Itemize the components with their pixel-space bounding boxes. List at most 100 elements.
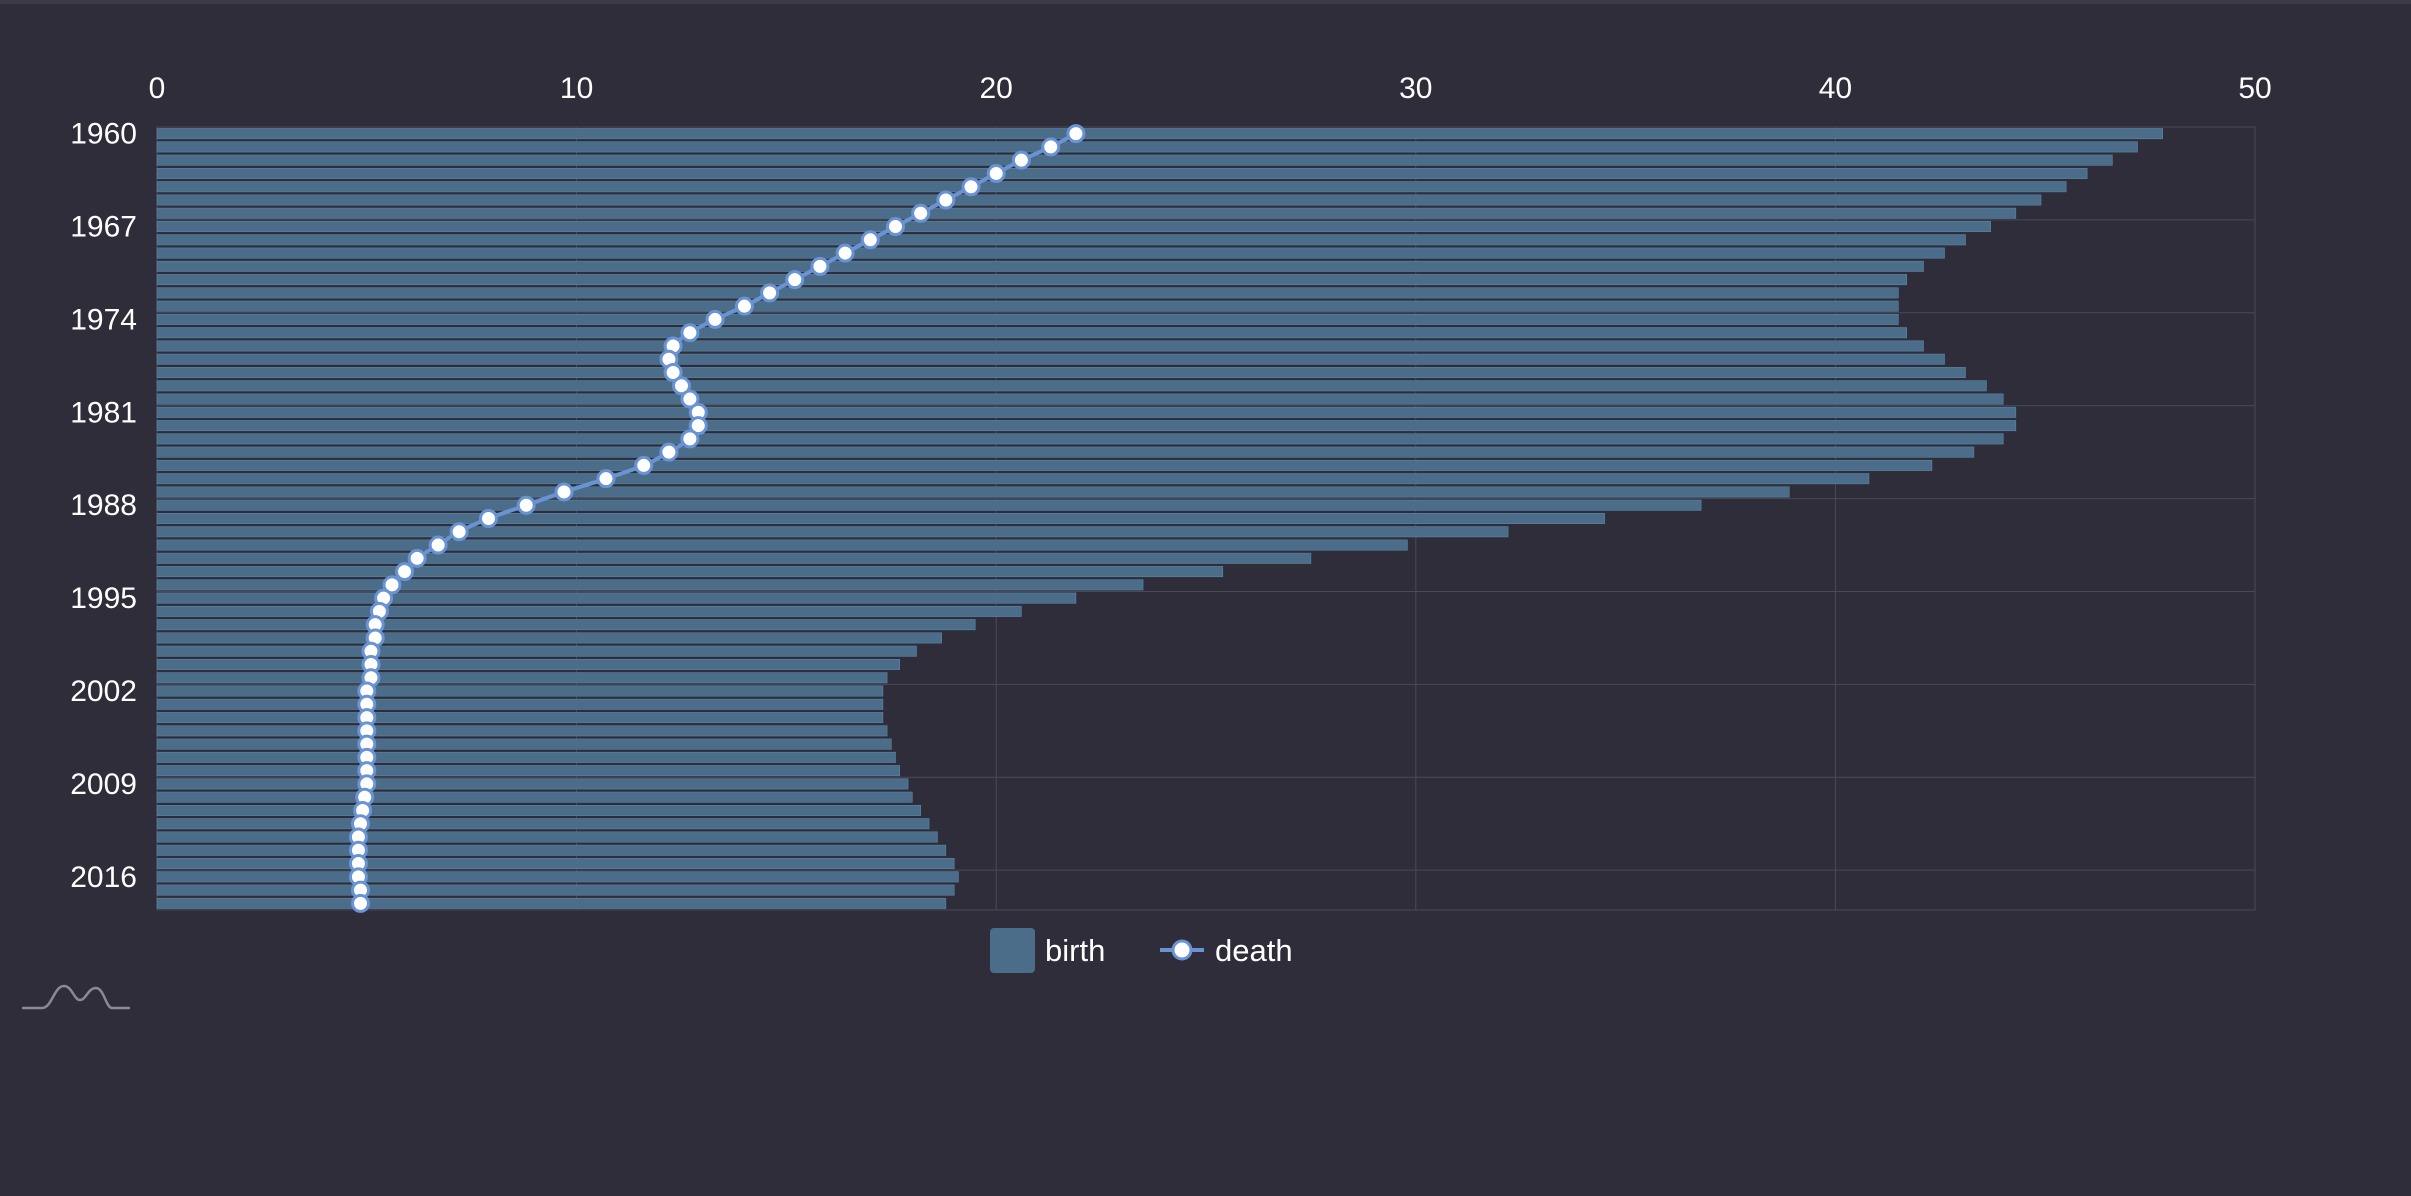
death-point[interactable] bbox=[688, 416, 708, 436]
birth-bar[interactable] bbox=[156, 486, 1790, 498]
birth-bar[interactable] bbox=[156, 260, 1924, 272]
birth-bar[interactable] bbox=[156, 831, 938, 843]
death-point[interactable] bbox=[596, 469, 616, 489]
birth-bar[interactable] bbox=[156, 167, 2088, 179]
death-point[interactable] bbox=[734, 296, 754, 316]
death-point[interactable] bbox=[810, 256, 830, 276]
birth-bar[interactable] bbox=[156, 393, 2004, 405]
birth-bar[interactable] bbox=[156, 645, 917, 657]
death-point[interactable] bbox=[382, 575, 402, 595]
birth-bar[interactable] bbox=[156, 194, 2042, 206]
birth-bar[interactable] bbox=[156, 897, 947, 909]
death-point[interactable] bbox=[760, 283, 780, 303]
birth-bar[interactable] bbox=[156, 778, 909, 790]
birth-bar[interactable] bbox=[156, 619, 976, 631]
birth-bar[interactable] bbox=[156, 738, 892, 750]
birth-bar[interactable] bbox=[156, 725, 888, 737]
death-point[interactable] bbox=[659, 442, 679, 462]
death-point[interactable] bbox=[516, 495, 536, 515]
birth-bar[interactable] bbox=[156, 207, 2017, 219]
birth-bar[interactable] bbox=[156, 327, 1908, 339]
birth-bar[interactable] bbox=[156, 552, 1312, 564]
birth-bar[interactable] bbox=[156, 154, 2113, 166]
birth-bar[interactable] bbox=[156, 513, 1605, 524]
death-point[interactable] bbox=[961, 177, 981, 197]
birth-bar[interactable] bbox=[156, 844, 947, 856]
birth-bar[interactable] bbox=[156, 234, 1966, 246]
death-point[interactable] bbox=[860, 230, 880, 250]
death-point[interactable] bbox=[478, 509, 498, 528]
birth-bar[interactable] bbox=[156, 579, 1144, 591]
birth-bar[interactable] bbox=[156, 446, 1975, 458]
birth-bar[interactable] bbox=[156, 605, 1022, 617]
legend-item-birth[interactable]: birth bbox=[990, 928, 1105, 973]
birth-bar[interactable] bbox=[156, 181, 2067, 193]
birth-bar[interactable] bbox=[156, 566, 1224, 578]
death-point[interactable] bbox=[986, 163, 1006, 183]
birth-bar[interactable] bbox=[156, 353, 1945, 365]
death-point[interactable] bbox=[407, 548, 427, 568]
death-point[interactable] bbox=[705, 309, 725, 329]
birth-bar[interactable] bbox=[156, 433, 2004, 445]
birth-bar[interactable] bbox=[156, 141, 2138, 153]
death-point[interactable] bbox=[395, 562, 415, 582]
y-tick-label: 1981 bbox=[70, 396, 137, 429]
birth-bar[interactable] bbox=[156, 287, 1899, 299]
birth-bar[interactable] bbox=[156, 672, 888, 684]
birth-bar[interactable] bbox=[156, 274, 1908, 286]
legend[interactable]: birth death bbox=[990, 928, 1293, 973]
x-axis-ticks: 0 10 20 30 40 50 bbox=[149, 72, 2272, 105]
death-point[interactable] bbox=[1041, 137, 1061, 157]
death-point[interactable] bbox=[885, 217, 905, 237]
birth-bar[interactable] bbox=[156, 473, 1870, 485]
birth-bar[interactable] bbox=[156, 712, 884, 724]
death-point[interactable] bbox=[663, 363, 683, 383]
minimap-wave-icon[interactable] bbox=[22, 984, 130, 1010]
birth-bar[interactable] bbox=[156, 420, 2017, 432]
birth-bar[interactable] bbox=[156, 380, 1987, 392]
birth-bar[interactable] bbox=[156, 751, 896, 763]
death-point[interactable] bbox=[1011, 150, 1031, 170]
birth-bar[interactable] bbox=[156, 300, 1899, 312]
birth-bar[interactable] bbox=[156, 659, 900, 670]
death-point[interactable] bbox=[351, 893, 371, 913]
birth-bar[interactable] bbox=[156, 858, 955, 870]
death-point[interactable] bbox=[936, 190, 956, 210]
birth-bar[interactable] bbox=[156, 765, 900, 777]
death-point[interactable] bbox=[554, 482, 574, 502]
death-point[interactable] bbox=[680, 429, 700, 449]
death-point[interactable] bbox=[428, 535, 448, 555]
death-point[interactable] bbox=[680, 389, 700, 409]
death-point[interactable] bbox=[634, 455, 654, 475]
birth-bar[interactable] bbox=[156, 313, 1899, 325]
birth-bar[interactable] bbox=[156, 499, 1702, 511]
birth-bar[interactable] bbox=[156, 367, 1966, 378]
birth-bar[interactable] bbox=[156, 247, 1945, 259]
birth-bar[interactable] bbox=[156, 128, 2163, 140]
birth-bar[interactable] bbox=[156, 406, 2017, 418]
birth-bar[interactable] bbox=[156, 340, 1924, 352]
death-point[interactable] bbox=[1066, 124, 1086, 144]
birth-bar[interactable] bbox=[156, 818, 930, 830]
birth-bar[interactable] bbox=[156, 221, 1991, 233]
birth-bar[interactable] bbox=[156, 871, 959, 883]
death-point[interactable] bbox=[785, 270, 805, 290]
death-point[interactable] bbox=[680, 323, 700, 343]
death-point[interactable] bbox=[449, 522, 469, 542]
birth-bars bbox=[156, 128, 2163, 909]
birth-bar[interactable] bbox=[156, 526, 1509, 538]
birth-bar[interactable] bbox=[156, 685, 884, 697]
birth-bar[interactable] bbox=[156, 592, 1077, 604]
death-point[interactable] bbox=[911, 203, 931, 223]
birth-bar[interactable] bbox=[156, 791, 913, 803]
legend-item-death[interactable]: death bbox=[1160, 933, 1293, 968]
birth-bar[interactable] bbox=[156, 539, 1408, 551]
birth-bar[interactable] bbox=[156, 632, 942, 644]
birth-bar[interactable] bbox=[156, 459, 1933, 471]
birth-bar[interactable] bbox=[156, 698, 884, 710]
y-tick-label: 1995 bbox=[70, 582, 137, 615]
birth-bar[interactable] bbox=[156, 804, 921, 816]
death-point[interactable] bbox=[672, 376, 691, 396]
death-point[interactable] bbox=[835, 243, 855, 263]
birth-bar[interactable] bbox=[156, 884, 955, 896]
